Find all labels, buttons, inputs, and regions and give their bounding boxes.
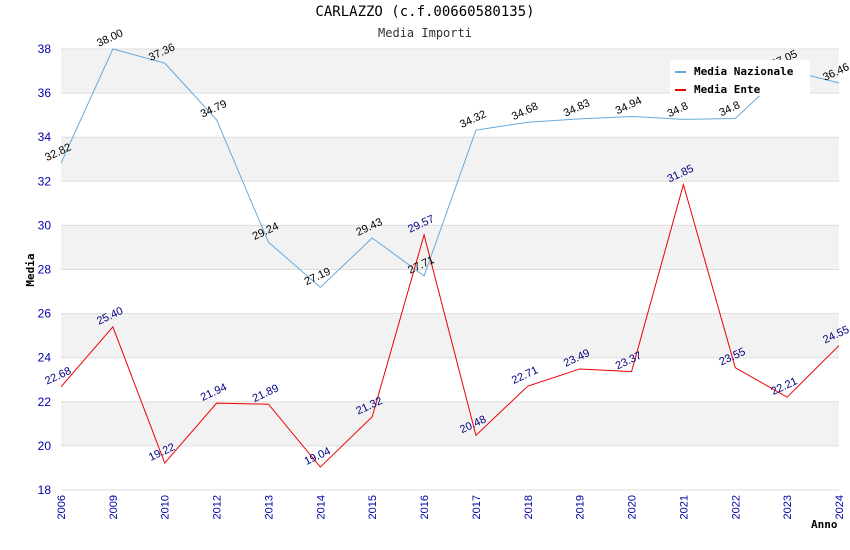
x-tick-label: 2006 xyxy=(56,495,68,519)
data-label: 38.00 xyxy=(95,27,125,50)
y-tick-label: 32 xyxy=(38,174,52,188)
legend-box xyxy=(670,60,810,96)
y-tick-label: 38 xyxy=(38,42,52,56)
series-line-media-nazionale xyxy=(60,48,840,289)
x-tick-label: 2015 xyxy=(367,495,379,519)
x-tick-label: 2013 xyxy=(263,495,275,519)
legend-label-media-ente: Media Ente xyxy=(694,83,761,96)
y-tick-label: 30 xyxy=(38,218,52,232)
plot-band xyxy=(61,401,839,446)
y-tick-label: 20 xyxy=(38,439,52,453)
y-tick-label: 22 xyxy=(38,395,52,409)
x-tick-label: 2009 xyxy=(108,495,120,519)
y-axis-ticks: 18 20 22 24 26 28 30 32 34 36 38 xyxy=(38,42,52,497)
legend-label-media-nazionale: Media Nazionale xyxy=(694,65,794,78)
x-tick-label: 2023 xyxy=(782,495,794,519)
series-line-media-ente xyxy=(60,182,840,468)
x-tick-label: 2022 xyxy=(730,495,742,519)
plot-band xyxy=(61,357,839,402)
x-tick-label: 2017 xyxy=(471,495,483,519)
y-tick-label: 18 xyxy=(38,483,52,497)
x-tick-label: 2020 xyxy=(627,495,639,519)
x-axis-ticks: 2006 2009 2010 2012 2013 2014 2015 2016 2017 2018… xyxy=(56,495,846,519)
plot-band xyxy=(61,269,839,314)
x-axis-label: Anno xyxy=(811,518,838,531)
chart-subtitle: Media Importi xyxy=(378,26,472,40)
plot-band xyxy=(61,137,839,182)
plot-band xyxy=(61,93,839,138)
y-tick-label: 34 xyxy=(38,130,52,144)
y-axis-label: Media xyxy=(24,253,37,286)
y-tick-label: 24 xyxy=(38,351,52,365)
series-lines xyxy=(60,48,840,468)
y-tick-label: 28 xyxy=(38,263,52,277)
x-tick-label: 2024 xyxy=(834,495,846,519)
x-tick-label: 2021 xyxy=(678,495,690,519)
plot-band xyxy=(61,225,839,270)
x-tick-label: 2014 xyxy=(315,495,327,519)
x-tick-label: 2018 xyxy=(523,495,535,519)
chart-title: CARLAZZO (c.f.00660580135) xyxy=(315,4,535,20)
plot-band xyxy=(61,445,839,490)
x-tick-label: 2016 xyxy=(419,495,431,519)
grid-lines xyxy=(61,48,839,491)
x-tick-label: 2019 xyxy=(575,495,587,519)
y-tick-label: 26 xyxy=(38,307,52,321)
x-tick-label: 2012 xyxy=(212,495,224,519)
y-tick-label: 36 xyxy=(38,86,52,100)
x-tick-label: 2010 xyxy=(160,495,172,519)
legend: Media Nazionale Media Ente xyxy=(670,60,810,96)
